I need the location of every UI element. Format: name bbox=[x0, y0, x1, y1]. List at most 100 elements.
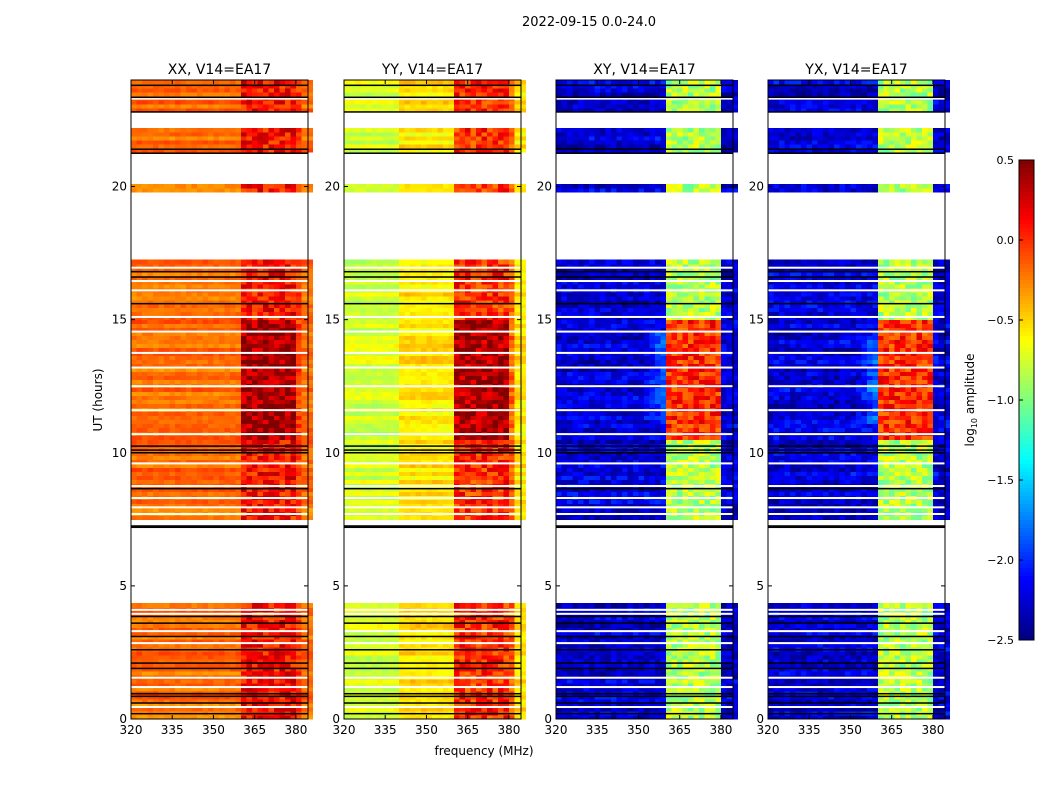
heatmap-cell bbox=[257, 331, 264, 337]
heatmap-cell bbox=[366, 655, 373, 660]
heatmap-cell bbox=[240, 127, 247, 133]
heatmap-cell bbox=[481, 663, 488, 668]
heatmap-cell bbox=[240, 80, 247, 85]
heatmap-cell bbox=[464, 635, 471, 640]
heatmap-cell bbox=[191, 459, 198, 464]
heatmap-cell bbox=[284, 451, 291, 456]
heatmap-cell bbox=[344, 715, 351, 720]
heatmap-cell bbox=[208, 491, 215, 496]
heatmap-cell bbox=[229, 271, 236, 277]
heatmap-cell bbox=[175, 423, 182, 429]
heatmap-cell bbox=[360, 643, 367, 648]
heatmap-cell bbox=[208, 347, 215, 353]
heatmap-cell bbox=[153, 455, 160, 460]
heatmap-cell bbox=[180, 467, 187, 472]
heatmap-cell bbox=[197, 703, 204, 708]
heatmap-cell bbox=[388, 615, 395, 620]
heatmap-cell bbox=[519, 695, 526, 700]
heatmap-cell bbox=[142, 435, 149, 440]
heatmap-cell bbox=[257, 671, 264, 676]
heatmap-cell bbox=[191, 663, 198, 668]
heatmap-cell bbox=[399, 619, 406, 624]
heatmap-cell bbox=[273, 399, 280, 405]
heatmap-cell bbox=[432, 679, 439, 684]
heatmap-cell bbox=[251, 259, 258, 265]
heatmap-cell bbox=[481, 491, 488, 496]
heatmap-cell bbox=[208, 311, 215, 317]
heatmap-cell bbox=[306, 335, 313, 341]
heatmap-cell bbox=[301, 659, 308, 664]
heatmap-cell bbox=[235, 259, 242, 265]
heatmap-cell bbox=[486, 639, 493, 644]
segment-boundary-line bbox=[131, 96, 308, 99]
heatmap-cell bbox=[164, 683, 171, 688]
heatmap-cell bbox=[268, 80, 275, 85]
heatmap-cell bbox=[180, 491, 187, 496]
heatmap-cell bbox=[497, 659, 504, 664]
heatmap-cell bbox=[421, 603, 428, 608]
heatmap-cell bbox=[142, 131, 149, 137]
heatmap-cell bbox=[219, 327, 226, 333]
heatmap-cell bbox=[268, 467, 275, 472]
heatmap-cell bbox=[290, 507, 297, 512]
heatmap-cell bbox=[213, 363, 220, 369]
heatmap-cell bbox=[284, 395, 291, 401]
heatmap-cell bbox=[240, 367, 247, 373]
heatmap-cell bbox=[366, 507, 373, 512]
heatmap-cell bbox=[492, 687, 499, 692]
heatmap-cell bbox=[268, 655, 275, 660]
heatmap-cell bbox=[279, 371, 286, 377]
heatmap-cell bbox=[202, 147, 209, 153]
heatmap-cell bbox=[301, 695, 308, 700]
heatmap-cell bbox=[508, 491, 515, 496]
heatmap-cell bbox=[229, 92, 236, 97]
heatmap-cell bbox=[290, 499, 297, 504]
heatmap-cell bbox=[136, 263, 143, 269]
heatmap-cell bbox=[486, 635, 493, 640]
heatmap-cell bbox=[306, 307, 313, 313]
heatmap-cell bbox=[279, 643, 286, 648]
heatmap-cell bbox=[208, 275, 215, 281]
heatmap-cell bbox=[164, 671, 171, 676]
heatmap-cell bbox=[131, 651, 138, 656]
heatmap-cell bbox=[268, 499, 275, 504]
heatmap-cell bbox=[262, 391, 269, 397]
heatmap-cell bbox=[360, 695, 367, 700]
heatmap-cell bbox=[284, 415, 291, 421]
heatmap-cell bbox=[279, 367, 286, 373]
heatmap-cell bbox=[268, 295, 275, 301]
heatmap-cell bbox=[153, 395, 160, 401]
heatmap-cell bbox=[366, 651, 373, 656]
heatmap-cell bbox=[153, 367, 160, 373]
heatmap-cell bbox=[219, 319, 226, 325]
heatmap-cell bbox=[295, 88, 302, 93]
heatmap-cell bbox=[284, 619, 291, 624]
heatmap-cell bbox=[147, 623, 154, 628]
heatmap-cell bbox=[475, 515, 482, 520]
heatmap-cell bbox=[142, 679, 149, 684]
heatmap-cell bbox=[240, 651, 247, 656]
heatmap-cell bbox=[131, 343, 138, 349]
heatmap-cell bbox=[219, 183, 226, 189]
heatmap-cell bbox=[147, 499, 154, 504]
heatmap-cell bbox=[136, 419, 143, 425]
heatmap-cell bbox=[421, 619, 428, 624]
heatmap-cell bbox=[399, 499, 406, 504]
heatmap-cell bbox=[197, 455, 204, 460]
segment-boundary-line bbox=[131, 702, 308, 704]
heatmap-cell bbox=[497, 687, 504, 692]
heatmap-cell bbox=[306, 147, 313, 153]
heatmap-cell bbox=[382, 479, 389, 484]
heatmap-cell bbox=[290, 427, 297, 433]
heatmap-cell bbox=[197, 651, 204, 656]
heatmap-cell bbox=[169, 187, 176, 193]
heatmap-cell bbox=[399, 695, 406, 700]
heatmap-cell bbox=[366, 603, 373, 608]
heatmap-cell bbox=[213, 291, 220, 297]
heatmap-cell bbox=[366, 639, 373, 644]
heatmap-cell bbox=[257, 635, 264, 640]
heatmap-cell bbox=[448, 615, 455, 620]
heatmap-cell bbox=[208, 391, 215, 397]
heatmap-cell bbox=[240, 311, 247, 317]
heatmap-cell bbox=[486, 619, 493, 624]
